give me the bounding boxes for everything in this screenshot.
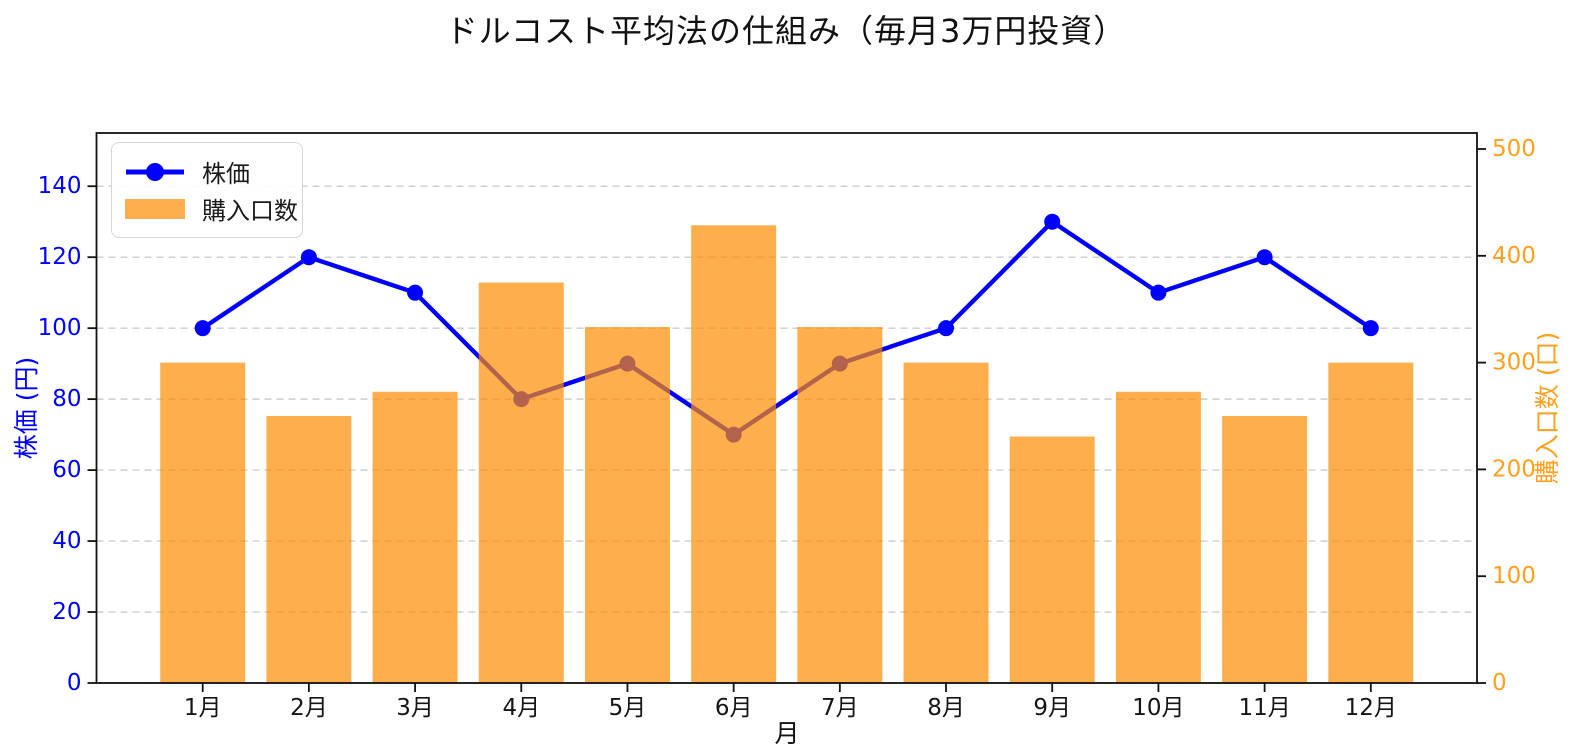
price-marker-3月 [407, 284, 424, 301]
left-tick-label-100: 100 [38, 315, 82, 341]
units-bar-12月 [1328, 362, 1414, 683]
x-tick-label-8月: 8月 [927, 695, 965, 721]
left-tick-label-20: 20 [52, 599, 81, 625]
right-tick-label-100: 100 [1492, 563, 1536, 589]
left-tick-label-0: 0 [67, 670, 82, 696]
x-tick-label-12月: 12月 [1345, 695, 1397, 721]
units-bar-7月 [797, 327, 883, 683]
price-marker-12月 [1362, 320, 1379, 337]
right-axis-title: 購入口数 (口) [1533, 331, 1562, 485]
legend-label-units: 購入口数 [202, 197, 298, 225]
units-bar-9月 [1009, 436, 1095, 683]
x-tick-label-7月: 7月 [821, 695, 859, 721]
left-tick-label-140: 140 [38, 173, 82, 199]
x-tick-label-11月: 11月 [1238, 695, 1290, 721]
units-bar-1月 [160, 362, 246, 683]
x-tick-label-6月: 6月 [715, 695, 753, 721]
x-tick-label-2月: 2月 [290, 695, 328, 721]
price-marker-11月 [1256, 249, 1273, 266]
units-bar-3月 [372, 391, 458, 683]
bar-swatch [125, 198, 185, 219]
plot-frame [95, 132, 1478, 684]
units-bar-4月 [478, 282, 564, 683]
right-tick-label-0: 0 [1492, 670, 1507, 696]
x-tick-label-5月: 5月 [609, 695, 647, 721]
price-marker-9月 [1044, 213, 1061, 230]
x-tick-label-10月: 10月 [1132, 695, 1184, 721]
legend-item-price: 株価 [124, 153, 290, 190]
units-bar-11月 [1222, 416, 1308, 683]
x-tick-label-3月: 3月 [396, 695, 434, 721]
line-marker-swatch [126, 162, 184, 181]
left-tick-label-60: 60 [52, 457, 81, 483]
legend-label-price: 株価 [202, 160, 250, 188]
price-marker-1月 [194, 320, 211, 337]
chart-title: ドルコスト平均法の仕組み（毎月3万円投資） [445, 12, 1127, 50]
x-tick-label-1月: 1月 [184, 695, 222, 721]
left-tick-label-120: 120 [38, 244, 82, 270]
x-axis-title: 月 [774, 719, 800, 748]
price-marker-8月 [938, 320, 955, 337]
right-tick-label-200: 200 [1492, 456, 1536, 482]
left-axis-title: 株価 (円) [12, 356, 41, 460]
x-tick-label-4月: 4月 [502, 695, 540, 721]
price-marker-2月 [300, 249, 317, 266]
price-marker-10月 [1150, 284, 1167, 301]
units-bar-10月 [1115, 391, 1201, 683]
units-bar-5月 [584, 327, 670, 683]
price-line [200, 219, 1374, 437]
left-tick-label-40: 40 [52, 528, 81, 554]
legend: 株価 購入口数 [111, 142, 303, 238]
right-tick-label-400: 400 [1492, 243, 1536, 269]
right-tick-label-500: 500 [1492, 136, 1536, 162]
units-bar-6月 [691, 225, 777, 683]
x-tick-label-9月: 9月 [1033, 695, 1071, 721]
units-bar-8月 [903, 362, 989, 683]
right-tick-label-300: 300 [1492, 350, 1536, 376]
legend-item-units: 購入口数 [124, 190, 298, 227]
left-tick-label-80: 80 [52, 386, 81, 412]
units-bar-2月 [266, 416, 352, 683]
